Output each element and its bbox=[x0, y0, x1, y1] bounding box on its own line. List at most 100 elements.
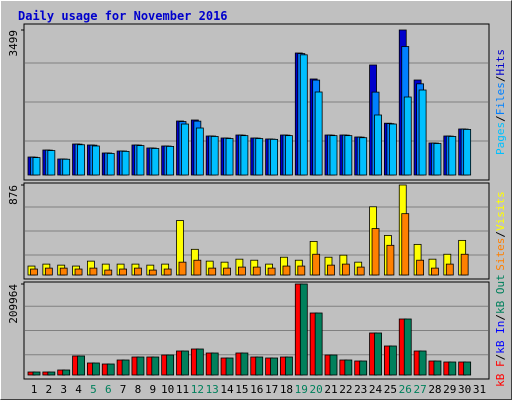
bar bbox=[195, 348, 204, 376]
label-separator: / bbox=[494, 314, 507, 321]
bar bbox=[356, 266, 365, 276]
bar bbox=[240, 135, 249, 176]
x-tick-label: 22 bbox=[339, 383, 352, 396]
x-tick-label: 31 bbox=[473, 383, 486, 396]
x-tick-label: 1 bbox=[31, 383, 38, 396]
bar bbox=[32, 157, 41, 176]
bar bbox=[225, 357, 234, 376]
x-tick-label: 28 bbox=[428, 383, 441, 396]
x-tick-label: 14 bbox=[220, 383, 234, 396]
label-separator: / bbox=[494, 231, 507, 238]
bar bbox=[106, 153, 115, 176]
bar bbox=[121, 150, 130, 176]
bar bbox=[166, 354, 175, 376]
bar bbox=[460, 253, 469, 276]
bar bbox=[285, 356, 293, 376]
bar bbox=[92, 362, 100, 376]
bar bbox=[181, 123, 189, 176]
bar bbox=[210, 136, 219, 176]
bar bbox=[445, 263, 454, 276]
bar bbox=[151, 148, 160, 176]
x-tick-label: 11 bbox=[176, 383, 189, 396]
x-tick-label: 8 bbox=[135, 383, 142, 396]
chart-title: Daily usage for November 2016 bbox=[18, 9, 228, 23]
x-tick-label: 15 bbox=[235, 383, 248, 396]
series-label: Sites/Visits bbox=[494, 191, 507, 271]
bar bbox=[106, 363, 115, 376]
bar bbox=[193, 259, 202, 276]
label-separator: / bbox=[494, 76, 507, 83]
x-tick-label: 18 bbox=[280, 383, 293, 396]
bar bbox=[433, 143, 442, 176]
x-tick-label: 2 bbox=[46, 383, 53, 396]
legend-entry: Visits bbox=[494, 191, 507, 231]
bar bbox=[104, 269, 113, 276]
bar bbox=[314, 312, 323, 376]
bar bbox=[463, 129, 472, 176]
x-tick-label: 19 bbox=[295, 383, 308, 396]
bar bbox=[282, 265, 291, 276]
bar bbox=[178, 261, 187, 276]
x-tick-label: 23 bbox=[354, 383, 367, 396]
bar bbox=[299, 283, 308, 376]
y-tick-label: 209964 bbox=[7, 284, 20, 324]
bar bbox=[374, 332, 382, 376]
bar bbox=[401, 213, 410, 276]
bar bbox=[267, 267, 276, 276]
bar bbox=[285, 135, 293, 176]
bar bbox=[136, 356, 145, 376]
x-tick-label: 5 bbox=[90, 383, 97, 396]
x-tick-label: 29 bbox=[443, 383, 456, 396]
bar bbox=[181, 350, 189, 376]
bar bbox=[62, 369, 71, 376]
bar bbox=[403, 96, 412, 176]
bar bbox=[163, 268, 172, 276]
bar bbox=[403, 318, 412, 376]
bar bbox=[121, 359, 130, 376]
bar bbox=[255, 138, 264, 176]
bar bbox=[44, 267, 53, 276]
bar bbox=[89, 267, 98, 276]
bar bbox=[359, 360, 368, 376]
bar bbox=[431, 267, 439, 276]
bar bbox=[166, 146, 175, 176]
bar bbox=[134, 267, 142, 276]
label-separator: / bbox=[494, 354, 507, 361]
bar bbox=[252, 266, 261, 276]
bar bbox=[297, 265, 306, 276]
bar bbox=[255, 356, 264, 376]
bar bbox=[77, 144, 85, 176]
legend-entry: Hits bbox=[494, 49, 507, 76]
bar bbox=[32, 371, 41, 376]
x-tick-label: 16 bbox=[250, 383, 263, 396]
x-tick-label: 13 bbox=[206, 383, 219, 396]
bar bbox=[329, 354, 338, 376]
bar bbox=[433, 360, 442, 376]
bar bbox=[416, 259, 425, 276]
x-tick-label: 3 bbox=[60, 383, 67, 396]
bar bbox=[136, 145, 145, 176]
legend-entry: Pages bbox=[494, 122, 507, 155]
bar bbox=[418, 350, 427, 376]
legend-entry: Sites bbox=[494, 238, 507, 271]
bar bbox=[327, 264, 335, 276]
bar bbox=[418, 89, 427, 176]
legend-entry: kB Out bbox=[494, 274, 507, 314]
label-separator: / bbox=[494, 115, 507, 122]
x-tick-label: 9 bbox=[149, 383, 156, 396]
bar bbox=[344, 359, 353, 376]
y-tick-label: 3499 bbox=[7, 30, 20, 57]
bar bbox=[270, 357, 279, 376]
bar bbox=[210, 352, 219, 376]
bar bbox=[237, 266, 246, 276]
series-label: kB F/kB In/kB Out bbox=[494, 274, 507, 387]
bar bbox=[448, 136, 457, 176]
bar bbox=[371, 228, 380, 276]
bar bbox=[270, 138, 279, 176]
legend-entry: kB F bbox=[494, 360, 507, 387]
bar bbox=[92, 145, 100, 176]
x-tick-label: 4 bbox=[75, 383, 82, 396]
bar bbox=[74, 268, 83, 276]
